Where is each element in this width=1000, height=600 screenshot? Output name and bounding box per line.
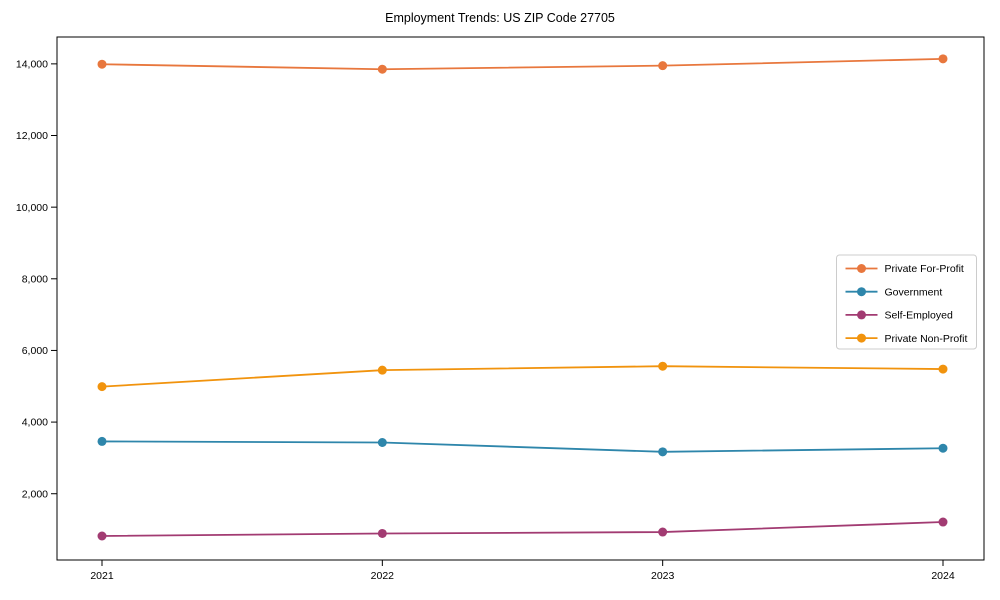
data-point-private-non-profit-2021 xyxy=(97,382,107,392)
y-axis-tick-label: 8,000 xyxy=(22,273,48,285)
x-axis-tick-label: 2023 xyxy=(651,570,675,582)
data-point-government-2021 xyxy=(97,436,107,446)
y-axis-tick-label: 2,000 xyxy=(22,488,48,500)
data-point-self-employed-2022 xyxy=(377,528,387,538)
data-point-government-2022 xyxy=(377,438,387,448)
y-axis-tick-label: 10,000 xyxy=(16,202,48,214)
data-point-private-for-profit-2023 xyxy=(658,61,668,71)
series-line-government xyxy=(101,440,944,453)
data-point-private-for-profit-2024 xyxy=(938,54,948,64)
series-line-private-non-profit xyxy=(101,365,944,388)
plot-area: 2,000 4,000 6,000 8,000 10,000 12,000 14,000 20… xyxy=(16,36,985,582)
x-axis-tick-label: 2024 xyxy=(931,570,955,582)
y-axis-tick-label: 12,000 xyxy=(16,130,48,142)
legend-item-label-government: Government xyxy=(885,286,943,298)
data-point-private-non-profit-2023 xyxy=(658,361,668,371)
data-point-private-non-profit-2022 xyxy=(377,365,387,375)
legend-marker-dot-private-non-profit xyxy=(857,333,866,343)
legend-marker-dot-private-for-profit xyxy=(857,264,866,273)
legend-item-label-private-non-profit: Private Non-Profit xyxy=(885,333,968,345)
y-axis-tick-label: 6,000 xyxy=(22,345,48,357)
data-point-government-2023 xyxy=(658,447,668,457)
legend-marker-dot-self-employed xyxy=(857,310,866,320)
data-point-government-2024 xyxy=(938,443,948,453)
data-point-self-employed-2023 xyxy=(658,527,668,537)
legend-box xyxy=(836,254,977,350)
data-point-private-for-profit-2021 xyxy=(97,59,107,69)
legend-marker-dot-government xyxy=(857,287,866,297)
x-axis-tick-label: 2021 xyxy=(90,570,114,582)
series-line-private-for-profit xyxy=(101,57,944,71)
chart-title: Employment Trends: US ZIP Code 27705 xyxy=(385,11,615,25)
data-point-private-for-profit-2022 xyxy=(377,64,387,74)
x-axis-tick-label: 2022 xyxy=(371,570,395,582)
plot-border xyxy=(56,36,985,561)
data-point-self-employed-2024 xyxy=(938,517,948,527)
data-point-private-non-profit-2024 xyxy=(938,364,948,374)
data-point-self-employed-2021 xyxy=(97,531,107,541)
legend-item-label-self-employed: Self-Employed xyxy=(885,310,953,322)
legend-item-label-private-for-profit: Private For-Profit xyxy=(885,263,964,275)
series-line-self-employed xyxy=(101,521,944,537)
y-axis-tick-label: 14,000 xyxy=(16,58,48,70)
y-axis-tick-label: 4,000 xyxy=(22,417,48,429)
